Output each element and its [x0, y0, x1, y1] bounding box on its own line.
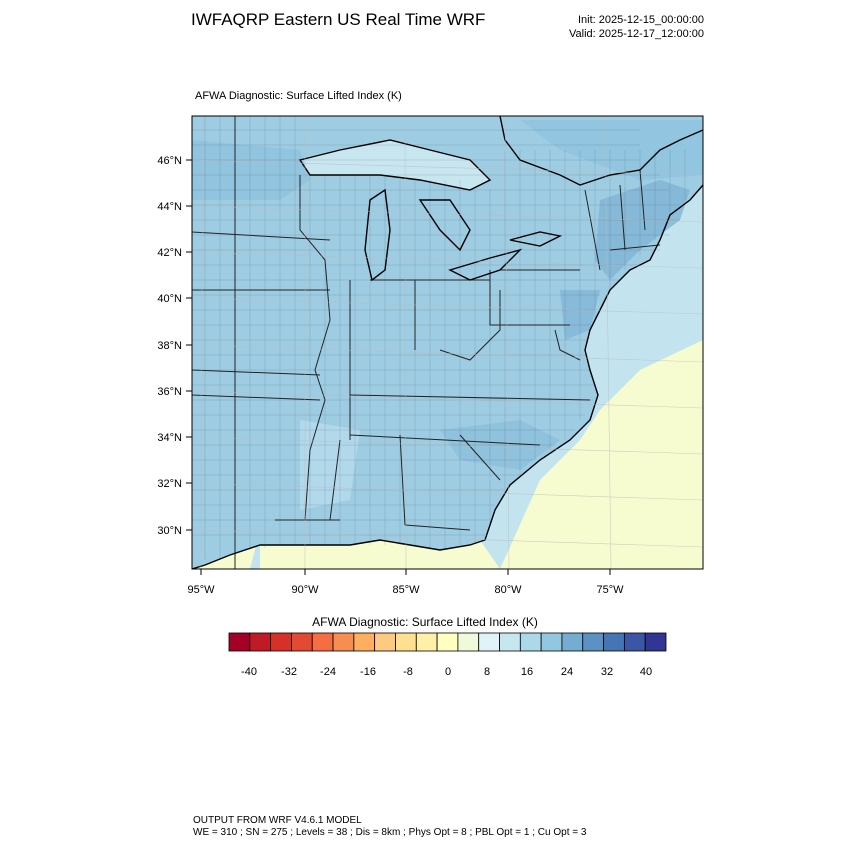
colorbar-box	[540, 632, 563, 652]
lat-label-32n: 32°N	[157, 478, 182, 490]
upper-midwest-patch	[192, 140, 310, 200]
map-frame	[191, 115, 704, 570]
colorbar-box	[623, 632, 646, 652]
plot-title: IWFAQRP Eastern US Real Time WRF	[191, 10, 486, 29]
canada-patch	[520, 120, 703, 180]
colorbar-box	[415, 632, 438, 652]
map-content	[192, 116, 703, 569]
colorbar-box	[270, 632, 292, 652]
cb-label-neg32: -32	[281, 666, 297, 678]
lon-label-80w: 80°W	[494, 584, 522, 596]
lat-label-46n: 46°N	[157, 155, 182, 167]
colorbar-title: AFWA Diagnostic: Surface Lifted Index (K…	[312, 615, 538, 629]
colorbar-box	[644, 632, 667, 652]
lon-label-75w: 75°W	[596, 584, 624, 596]
colorbar-box	[374, 632, 396, 652]
colorbar-box	[457, 632, 480, 652]
ocean-south-field	[500, 340, 703, 569]
map-subtitle: AFWA Diagnostic: Surface Lifted Index (K…	[195, 90, 402, 102]
colorbar-box	[499, 632, 521, 652]
lat-label-30n: 30°N	[157, 525, 182, 537]
lat-label-36n: 36°N	[157, 386, 182, 398]
lake-superior	[300, 140, 490, 190]
cb-label-neg40: -40	[241, 666, 257, 678]
mid-atlantic-high-index	[560, 290, 600, 340]
cb-label-24: 24	[561, 666, 573, 678]
carolinas-patch	[440, 420, 560, 470]
lat-ticks	[186, 159, 192, 531]
cb-label-neg8: -8	[403, 666, 413, 678]
lon-labels: 95°W 90°W 85°W 80°W 75°W	[187, 584, 624, 596]
colorbar-box	[561, 632, 584, 652]
lat-label-42n: 42°N	[157, 247, 182, 259]
lat-label-40n: 40°N	[157, 293, 182, 305]
lon-label-90w: 90°W	[291, 584, 319, 596]
model-footer: OUTPUT FROM WRF V4.6.1 MODEL WE = 310 ; …	[193, 815, 586, 839]
colorbar-box	[582, 632, 604, 652]
mississippi-patch	[300, 420, 360, 510]
lat-label-34n: 34°N	[157, 432, 182, 444]
northeast-high-index	[595, 180, 690, 280]
colorbar-box	[519, 632, 542, 652]
coastlines	[192, 116, 703, 569]
colorbar-box	[353, 632, 376, 652]
cb-label-0: 0	[445, 666, 451, 678]
lon-label-85w: 85°W	[392, 584, 420, 596]
colorbar-box	[603, 632, 625, 652]
graticule	[192, 116, 703, 569]
colorbar-box	[436, 632, 459, 652]
cb-label-16: 16	[521, 666, 533, 678]
cb-label-8: 8	[484, 666, 490, 678]
init-valid-times: Init: 2025-12-15_00:00:00 Valid: 2025-12…	[569, 13, 704, 41]
county-borders	[192, 116, 686, 560]
cb-label-40: 40	[640, 666, 652, 678]
cb-label-neg16: -16	[360, 666, 376, 678]
colorbar-boxes	[228, 632, 667, 652]
colorbar-box	[249, 632, 272, 652]
lat-labels: 46°N 44°N 42°N 40°N 38°N 36°N 34°N 32°N …	[157, 155, 182, 537]
footer-line-2: WE = 310 ; SN = 275 ; Levels = 38 ; Dis …	[193, 827, 587, 838]
lat-label-38n: 38°N	[157, 340, 182, 352]
footer-line-1: OUTPUT FROM WRF V4.6.1 MODEL	[193, 815, 362, 826]
cb-label-neg24: -24	[320, 666, 336, 678]
cb-label-32: 32	[601, 666, 613, 678]
colorbar-box	[311, 632, 334, 652]
colorbar-box	[395, 632, 417, 652]
lon-ticks	[200, 569, 611, 575]
valid-time: Valid: 2025-12-17_12:00:00	[569, 28, 704, 40]
lat-label-44n: 44°N	[157, 201, 182, 213]
colorbar-box	[478, 632, 500, 652]
colorbar-box	[228, 632, 251, 652]
colorbar-box	[291, 632, 313, 652]
init-time: Init: 2025-12-15_00:00:00	[578, 14, 704, 26]
state-borders	[192, 116, 661, 569]
colorbar-box	[332, 632, 355, 652]
colorbar-labels: -40 -32 -24 -16 -8 0 8 16 24 32 40	[241, 666, 652, 678]
lon-label-95w: 95°W	[187, 584, 215, 596]
